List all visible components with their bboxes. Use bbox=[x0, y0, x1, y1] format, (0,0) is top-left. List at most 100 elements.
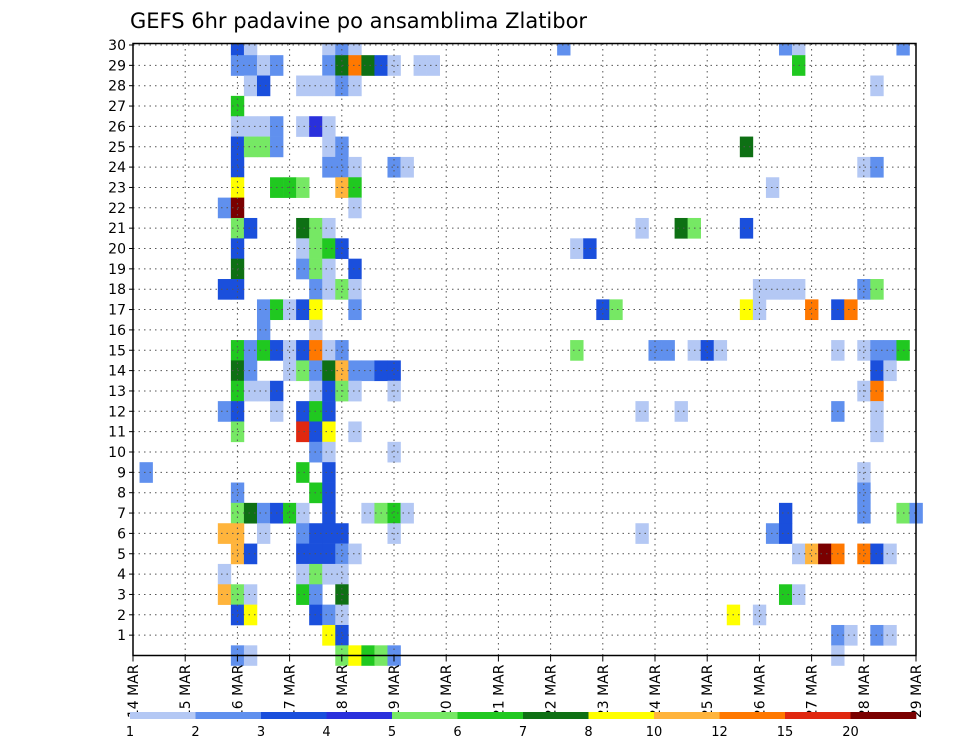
colorbar-segment bbox=[392, 712, 458, 719]
heatmap-cell bbox=[609, 299, 623, 321]
heatmap-cell bbox=[296, 360, 310, 382]
heatmap-cell bbox=[256, 523, 271, 544]
heatmap-cell bbox=[322, 43, 336, 56]
heatmap-cell bbox=[243, 116, 258, 137]
heatmap-cell bbox=[387, 156, 401, 178]
heatmap-cell bbox=[283, 360, 297, 382]
heatmap-cell bbox=[857, 156, 871, 178]
heatmap-cell bbox=[243, 502, 258, 524]
heatmap-cell bbox=[322, 136, 336, 158]
colorbar-segment bbox=[785, 712, 851, 719]
heatmap-cell bbox=[635, 401, 649, 422]
heatmap-cell bbox=[335, 543, 349, 565]
heatmap-cell bbox=[243, 380, 258, 402]
heatmap-cell bbox=[426, 55, 440, 76]
x-tick-label: 16 MAR bbox=[230, 664, 246, 718]
heatmap-cell bbox=[283, 502, 297, 524]
heatmap-cell bbox=[296, 299, 310, 321]
heatmap-cell bbox=[322, 441, 336, 463]
y-tick-label: 12 bbox=[108, 404, 126, 420]
heatmap-cell bbox=[844, 624, 858, 646]
colorbar-segment bbox=[588, 712, 655, 719]
heatmap-cell bbox=[570, 238, 584, 259]
heatmap-cell bbox=[335, 340, 349, 361]
heatmap-cell bbox=[778, 523, 793, 544]
heatmap-cell bbox=[596, 299, 610, 321]
heatmap-cell bbox=[322, 380, 336, 402]
heatmap-cell bbox=[322, 523, 336, 544]
heatmap-cell bbox=[296, 258, 310, 280]
heatmap-cell bbox=[243, 543, 258, 565]
heatmap-cell bbox=[870, 380, 884, 402]
x-tick-label: 29 MAR bbox=[909, 664, 925, 718]
heatmap-cell bbox=[883, 340, 897, 361]
heatmap-cell bbox=[870, 75, 884, 97]
y-tick-label: 21 bbox=[108, 221, 126, 237]
y-tick-label: 7 bbox=[117, 506, 126, 522]
heatmap-cell bbox=[322, 482, 336, 504]
y-tick-label: 8 bbox=[117, 486, 126, 502]
heatmap-cell bbox=[870, 543, 884, 565]
heatmap-cell bbox=[322, 624, 336, 646]
y-tick-label: 2 bbox=[117, 608, 126, 624]
heatmap-cell bbox=[348, 380, 362, 402]
heatmap-cell bbox=[348, 177, 362, 198]
x-tick-label: 27 MAR bbox=[805, 664, 821, 718]
heatmap-cell bbox=[322, 116, 336, 137]
colorbar-segment bbox=[850, 712, 917, 719]
heatmap-cell bbox=[283, 340, 297, 361]
y-tick-label: 23 bbox=[108, 180, 126, 196]
colorbar-label: 12 bbox=[711, 725, 728, 740]
heatmap-cell bbox=[361, 55, 375, 76]
y-tick-label: 27 bbox=[108, 99, 126, 115]
heatmap-cell bbox=[296, 462, 310, 483]
heatmap-cell bbox=[243, 604, 258, 626]
heatmap-cell bbox=[739, 217, 754, 239]
heatmap-cell bbox=[778, 502, 793, 524]
heatmap-cell bbox=[870, 156, 884, 178]
heatmap-cell bbox=[243, 75, 258, 97]
heatmap-cell bbox=[322, 238, 336, 259]
heatmap-cell bbox=[635, 523, 649, 544]
heatmap-cell bbox=[256, 380, 271, 402]
x-tick-label: 24 MAR bbox=[648, 664, 664, 718]
y-tick-label: 4 bbox=[117, 567, 126, 583]
heatmap-cell bbox=[243, 55, 258, 76]
x-tick-label: 18 MAR bbox=[335, 664, 351, 718]
colorbar-segment bbox=[130, 712, 196, 719]
heatmap-cell bbox=[296, 177, 310, 198]
heatmap-cell bbox=[322, 543, 336, 565]
x-tick-label: 14 MAR bbox=[126, 664, 142, 718]
y-tick-label: 5 bbox=[117, 547, 126, 563]
heatmap-cell bbox=[739, 299, 754, 321]
heatmap-cell bbox=[870, 360, 884, 382]
heatmap-cell bbox=[296, 401, 310, 422]
heatmap-cell bbox=[348, 279, 362, 300]
heatmap-cell bbox=[348, 156, 362, 178]
colorbar-label: 2 bbox=[191, 725, 199, 740]
heatmap-cell bbox=[256, 55, 271, 76]
x-tick-label: 22 MAR bbox=[544, 664, 560, 718]
heatmap-cell bbox=[883, 624, 897, 646]
heatmap-cell bbox=[857, 482, 871, 504]
heatmap-cell bbox=[348, 197, 362, 219]
heatmap-cell bbox=[139, 462, 153, 483]
x-tick-label: 19 MAR bbox=[387, 664, 403, 718]
heatmap-cell bbox=[570, 340, 584, 361]
heatmap-cell bbox=[883, 360, 897, 382]
heatmap-cell bbox=[778, 43, 793, 56]
heatmap-cell bbox=[870, 421, 884, 443]
colorbar: 1 2 3 4 5 6 7 8 10 12 15 20 bbox=[126, 712, 917, 740]
colorbar-label: 6 bbox=[453, 725, 461, 740]
heatmap-cell bbox=[322, 421, 336, 443]
colorbar-segment bbox=[457, 712, 524, 719]
y-tick-label: 28 bbox=[108, 79, 126, 95]
chart-title: GEFS 6hr padavine po ansamblima Zlatibor bbox=[130, 9, 587, 33]
heatmap-cell bbox=[335, 156, 349, 178]
colorbar-label: 3 bbox=[257, 725, 265, 740]
colorbar-segment bbox=[654, 712, 720, 719]
heatmap-cell bbox=[765, 523, 780, 544]
heatmap-cell bbox=[700, 340, 715, 361]
heatmap-cell bbox=[322, 360, 336, 382]
